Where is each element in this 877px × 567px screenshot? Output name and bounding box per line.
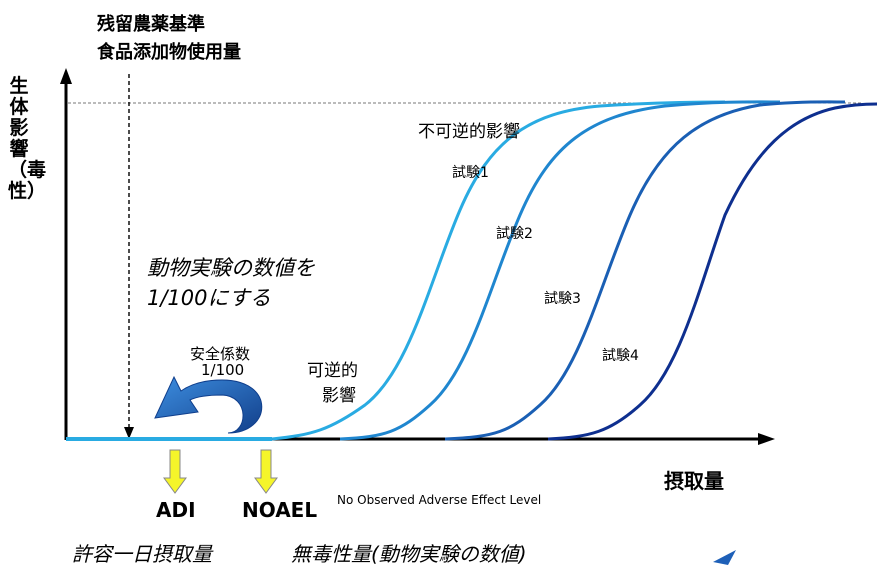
reversible-effect-label-line1: 可逆的 (307, 361, 358, 381)
curve-label-test-1: 試験1 (452, 165, 489, 181)
regulation-level-arrowhead (124, 427, 134, 439)
animal-test-note-line1: 動物実験の数値を (147, 256, 315, 280)
regulation-label-line1: 残留農薬基準 (97, 14, 205, 35)
safety-factor-arrow (154, 375, 263, 434)
y-axis-label: 生体影響（毒性） (8, 75, 47, 202)
x-axis-label: 摂取量 (664, 469, 724, 493)
x-axis-arrowhead (758, 433, 775, 445)
noael-full-name: No Observed Adverse Effect Level (337, 493, 542, 507)
curve-test-4 (547, 102, 877, 441)
logo-mark (713, 550, 736, 565)
curve-label-test-3: 試験3 (544, 291, 581, 307)
noael-label: NOAEL (242, 498, 318, 522)
irreversible-effect-label: 不可逆的影響 (418, 122, 520, 142)
curve-label-test-4: 試験4 (602, 348, 639, 364)
curve-label-test-2: 試験2 (496, 226, 533, 242)
safety-factor-value: 1/100 (201, 361, 245, 379)
reversible-effect-label-line2: 影響 (322, 386, 356, 406)
y-axis-arrowhead (60, 68, 72, 84)
safety-factor-label: 安全係数 (190, 345, 251, 363)
adi-description: 許容一日摂取量 (72, 542, 212, 566)
noael-marker-arrow (254, 449, 278, 494)
curve-test-2 (339, 100, 781, 441)
adi-marker-arrow (163, 449, 187, 494)
animal-test-note-line2: 1/100にする (147, 286, 271, 310)
curve-test-1 (271, 100, 726, 441)
regulation-label-line2: 食品添加物使用量 (97, 42, 241, 63)
noael-description: 無毒性量(動物実験の数値) (291, 542, 527, 566)
adi-label: ADI (156, 498, 196, 522)
curve-test-3 (444, 100, 846, 441)
